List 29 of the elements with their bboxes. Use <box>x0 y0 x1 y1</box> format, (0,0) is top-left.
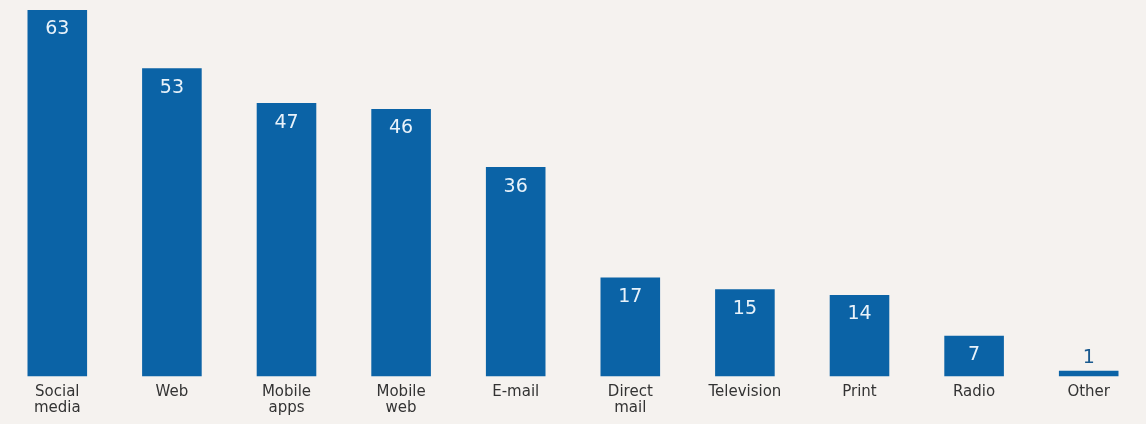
bar <box>944 335 1004 377</box>
data-label: 47 <box>274 109 299 132</box>
bar <box>256 103 317 377</box>
bar <box>27 10 88 377</box>
bar <box>715 289 775 377</box>
bar <box>829 295 890 377</box>
bar <box>142 68 202 377</box>
data-label: 63 <box>45 16 70 39</box>
x-tick-label: Mobile apps <box>261 382 312 417</box>
data-label: 14 <box>847 301 872 324</box>
data-label: 7 <box>968 342 981 365</box>
data-label: 15 <box>732 295 757 318</box>
x-tick-label: Print <box>842 382 877 401</box>
data-label: 46 <box>389 115 414 138</box>
bar <box>371 108 431 377</box>
data-label: 53 <box>159 74 184 97</box>
data-label: 1 <box>1082 345 1095 368</box>
x-tick-label: Television <box>707 382 782 401</box>
x-tick-label: Mobile web <box>376 382 426 417</box>
data-label: 17 <box>618 284 643 307</box>
data-label: 36 <box>503 173 528 196</box>
x-tick-label: Web <box>155 382 189 401</box>
x-tick-label: Social media <box>33 382 81 417</box>
bar <box>485 167 546 377</box>
x-tick-label: E-mail <box>492 382 540 401</box>
x-tick-label: Direct mail <box>607 382 653 417</box>
bar <box>600 277 661 377</box>
x-tick-label: Radio <box>953 382 996 401</box>
x-tick-label: Other <box>1067 382 1111 401</box>
